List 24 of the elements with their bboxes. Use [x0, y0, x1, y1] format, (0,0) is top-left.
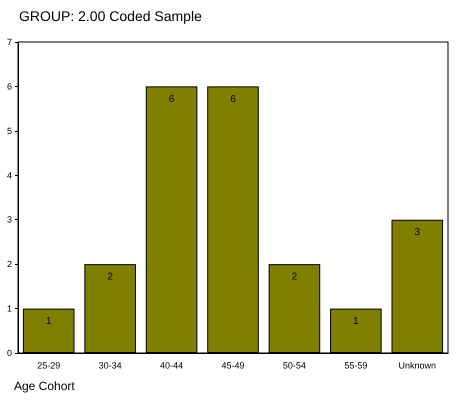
y-tick-label: 5: [6, 126, 12, 136]
x-tick-label: 55-59: [344, 360, 368, 370]
x-tick-label: 30-34: [98, 360, 122, 370]
x-tick-label: Unknown: [398, 360, 436, 370]
y-tick-label: 0: [6, 348, 12, 358]
data-label: 1: [353, 316, 360, 328]
y-tick-label: 2: [6, 259, 12, 270]
y-tick-label: 1: [6, 304, 12, 314]
y-tick-label: 3: [6, 214, 12, 225]
y-tick-label: 6: [6, 81, 12, 92]
x-tick-label: 25-29: [37, 360, 60, 370]
x-tick-label: 40-44: [160, 360, 184, 370]
x-tick-label: 45-49: [221, 360, 245, 370]
data-label: 6: [230, 94, 236, 105]
data-label: 1: [46, 316, 52, 328]
chart-title: GROUP: 2.00 Coded Sample: [19, 8, 202, 24]
data-label: 3: [414, 227, 421, 238]
data-label: 2: [107, 272, 114, 283]
x-tick-label: 50-54: [282, 360, 306, 370]
y-tick-label: 4: [6, 170, 12, 180]
data-label: 6: [168, 94, 175, 105]
x-axis-title: Age Cohort: [14, 379, 76, 393]
data-label: 2: [292, 272, 298, 283]
y-tick-label: 7: [6, 37, 12, 47]
